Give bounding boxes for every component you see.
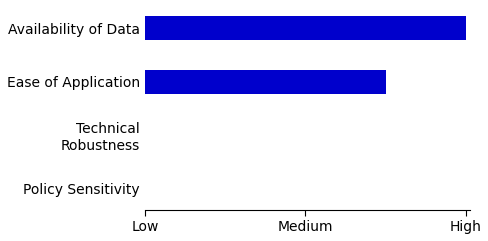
Bar [145,16,466,40]
Bar [145,70,386,94]
